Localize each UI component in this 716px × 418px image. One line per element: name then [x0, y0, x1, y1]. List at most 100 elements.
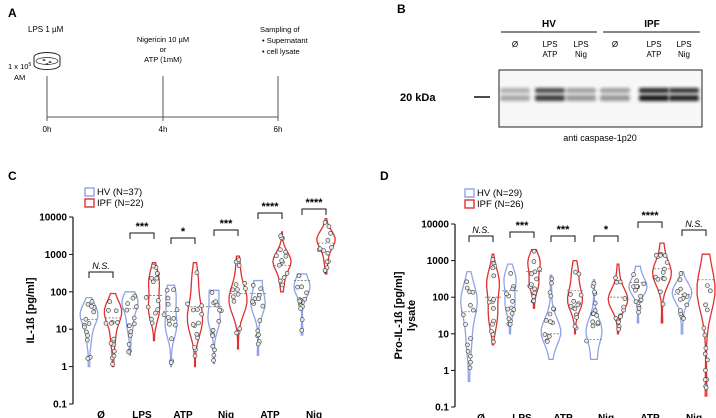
point-hv-1-9	[131, 315, 137, 321]
point-hv-1-9	[509, 311, 515, 316]
point-hv-4-8	[631, 272, 636, 277]
point-hv-4-0	[634, 278, 640, 284]
point-hv-0-6	[470, 289, 476, 295]
point-ipf-5-2	[704, 307, 710, 313]
point-ipf-3-6	[236, 257, 242, 263]
point-hv-1-4	[128, 329, 134, 335]
point-ipf-1-7	[534, 276, 539, 282]
point-hv-5-6	[682, 292, 688, 298]
significance-label-4: ****	[261, 201, 279, 213]
point-hv-2-8	[549, 276, 555, 282]
point-ipf-0-7	[486, 299, 492, 305]
legend-label-1: IPF (N=26)	[477, 199, 524, 210]
point-ipf-1-12	[529, 271, 534, 277]
point-ipf-1-6	[149, 320, 155, 326]
significance-label-1: ***	[136, 221, 150, 233]
point-hv-0-10	[89, 299, 95, 304]
y-tick-label-4: 1000	[427, 256, 450, 267]
point-ipf-1-11	[149, 316, 154, 322]
blot-band-lower-5	[669, 95, 699, 101]
point-hv-3-10	[214, 302, 220, 308]
point-ipf-0-9	[106, 308, 111, 313]
violin-ipf-3	[607, 263, 629, 335]
point-ipf-4-12	[274, 253, 279, 258]
point-hv-4-7	[258, 286, 264, 292]
point-hv-1-10	[506, 316, 512, 322]
point-hv-4-6	[250, 282, 256, 288]
point-ipf-1-13	[145, 304, 151, 310]
significance-label-4: ****	[641, 210, 659, 222]
y-tick-label-3: 100	[50, 287, 67, 298]
point-hv-2-8	[164, 287, 170, 293]
violin-hv-2	[540, 274, 562, 361]
blot-band-upper-2	[566, 88, 596, 93]
point-hv-2-11	[548, 319, 553, 325]
point-hv-0-13	[460, 312, 466, 318]
legend-label-0: HV (N=37)	[97, 187, 142, 198]
violin-ipf-2	[566, 259, 584, 335]
point-ipf-5-7	[702, 351, 708, 357]
point-ipf-2-1	[578, 292, 584, 298]
point-ipf-4-1	[660, 301, 666, 307]
point-hv-2-5	[169, 336, 174, 342]
category-label-5-0: Nig	[686, 413, 702, 418]
point-hv-4-13	[633, 287, 638, 293]
point-ipf-5-8	[701, 325, 707, 331]
lane-label-5-line2: Nig	[678, 50, 690, 59]
point-hv-0-3	[86, 321, 92, 326]
point-hv-1-13	[126, 349, 131, 355]
point-ipf-2-6	[568, 292, 573, 297]
point-hv-1-0	[128, 333, 133, 338]
point-hv-2-11	[166, 315, 171, 320]
point-ipf-4-11	[661, 276, 667, 282]
point-ipf-5-13	[703, 385, 709, 391]
size-marker-label: 20 kDa	[400, 92, 436, 104]
point-ipf-0-0	[491, 306, 496, 311]
point-hv-4-4	[260, 303, 266, 309]
sampling-item-1: Supernatant	[267, 36, 309, 45]
chart-d: 0.1 1 10 100 1000 10000 Pro-IL-1ß [pg/ml] lysat…	[393, 188, 716, 418]
point-hv-5-0	[684, 302, 690, 308]
violin-hv-0	[79, 296, 99, 368]
panel-d: D 0.1 1 10 100 1000 10000 Pro-IL-1ß [pg/ml] lys…	[380, 169, 716, 418]
point-hv-4-4	[633, 299, 639, 305]
point-ipf-5-5	[324, 259, 330, 265]
point-hv-1-12	[510, 286, 516, 292]
violin-hv-5	[671, 270, 693, 335]
panel-c-letter: C	[8, 169, 17, 183]
sampling-bullet-1: • Supernatant	[262, 36, 309, 45]
point-ipf-2-5	[572, 323, 578, 329]
significance-bracket-5	[301, 208, 327, 215]
point-hv-4-3	[641, 281, 647, 287]
significance-bracket-2	[170, 237, 196, 244]
point-ipf-3-9	[618, 314, 623, 319]
point-ipf-1-9	[531, 298, 537, 304]
blot-band-lower-4	[639, 95, 669, 101]
point-hv-1-5	[134, 304, 139, 310]
legend-swatch-1	[84, 198, 95, 208]
point-hv-2-7	[171, 287, 176, 293]
point-ipf-3-7	[235, 291, 241, 297]
lps-label: LPS 1 µM	[28, 25, 64, 34]
point-ipf-4-11	[283, 253, 289, 259]
point-hv-1-13	[510, 298, 515, 304]
significance-label-5: N.S.	[685, 219, 703, 229]
point-ipf-1-2	[532, 269, 538, 275]
y-tick-label-4: 1000	[45, 250, 68, 261]
blot-band-upper-5	[669, 88, 699, 93]
point-hv-2-13	[544, 339, 550, 344]
point-hv-2-10	[548, 293, 554, 299]
y-tick-label-0: 0.1	[53, 400, 67, 411]
point-ipf-4-5	[664, 260, 670, 265]
point-ipf-0-10	[108, 340, 114, 346]
point-hv-4-1	[255, 328, 261, 334]
point-hv-3-10	[591, 280, 597, 286]
significance-bracket-1	[509, 231, 535, 238]
point-hv-1-1	[132, 321, 137, 327]
significance-label-0: N.S.	[92, 261, 110, 271]
point-hv-0-4	[467, 365, 473, 371]
violin-ipf-3	[228, 255, 248, 350]
point-hv-2-3	[546, 334, 552, 339]
point-ipf-0-2	[103, 320, 109, 326]
